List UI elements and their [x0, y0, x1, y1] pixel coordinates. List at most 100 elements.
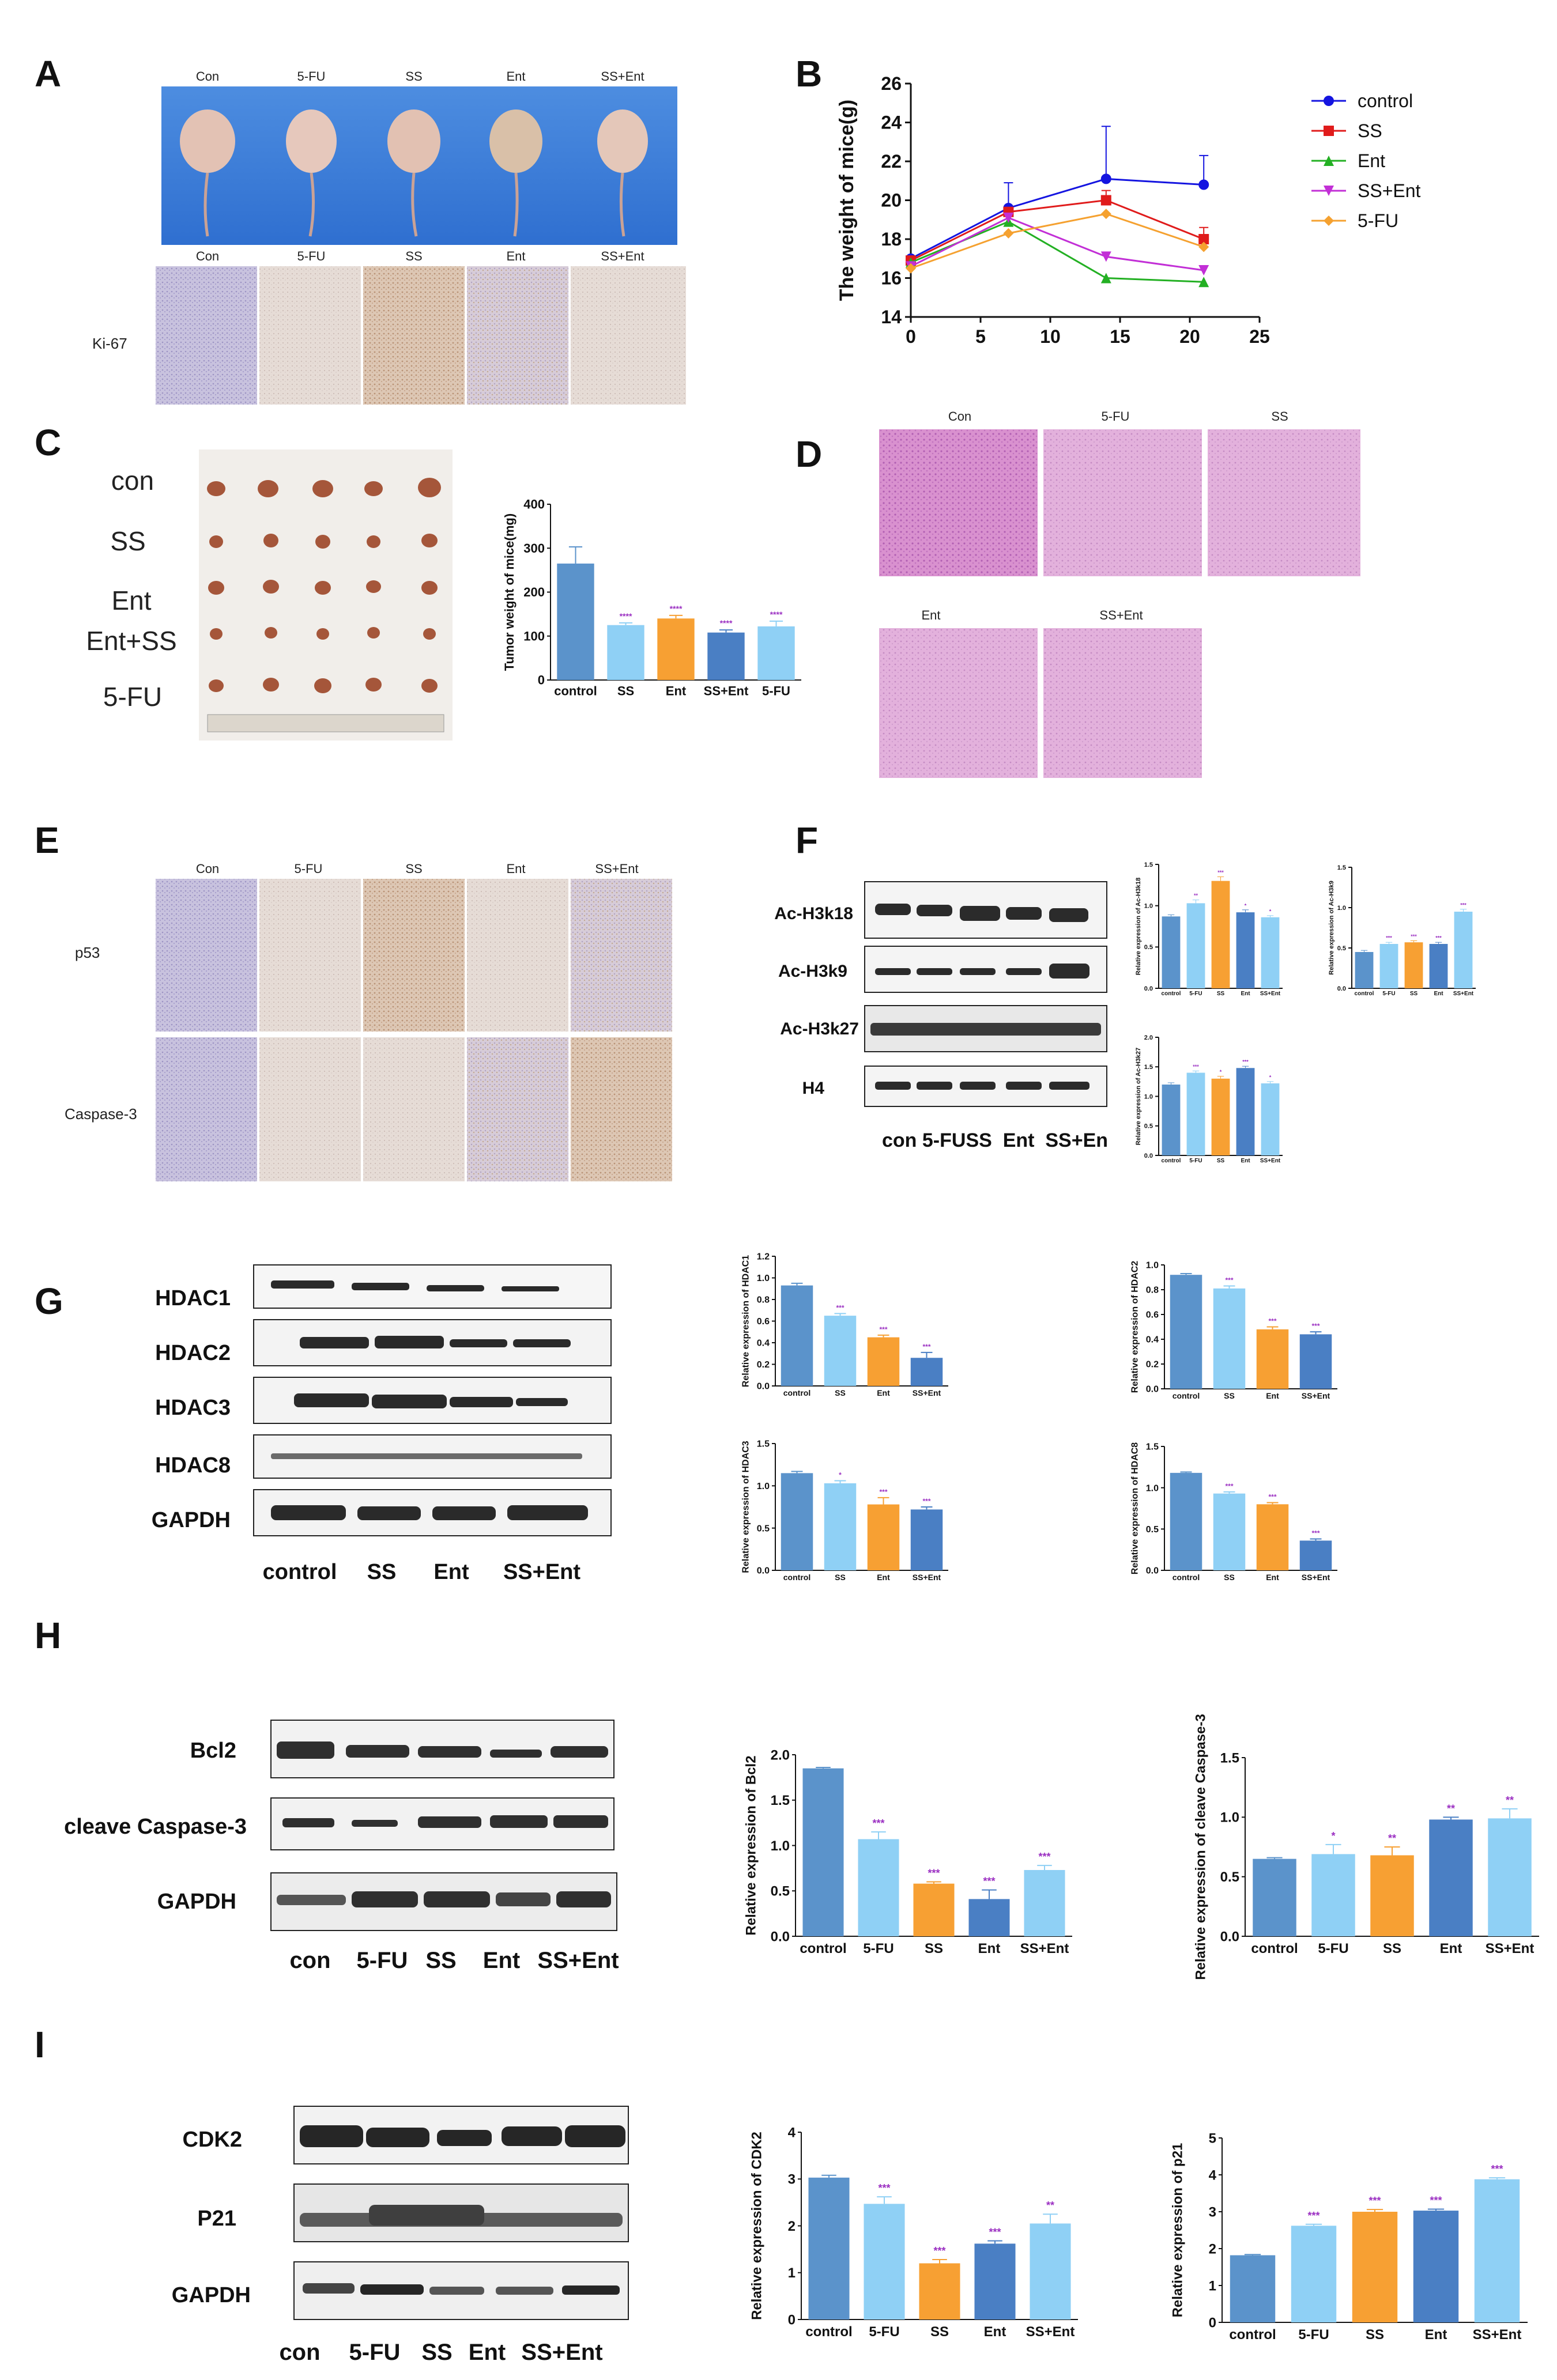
x-label-control: control — [805, 2324, 852, 2340]
y-tick-label-1: 1 — [788, 2265, 796, 2281]
point-SS+Ent-3 — [1198, 265, 1209, 275]
bar-Ent — [657, 618, 695, 680]
g-blot-label-2: HDAC2 — [155, 1341, 231, 1365]
ruler — [207, 714, 444, 732]
x-label-SS: SS — [1383, 1941, 1401, 1956]
e-col-label-3: SS — [405, 862, 422, 876]
tumor-row-label-2: SS — [110, 526, 145, 556]
y-tick-label-4: 22 — [881, 151, 902, 172]
chart-h-bcl2: 0.0 0.5 1.0 1.5 2.0 control *** 5-FU *** SS *** Ent… — [743, 1747, 1072, 1956]
he-image-ssent — [1043, 628, 1202, 778]
x-label-Ent: Ent — [666, 683, 687, 698]
ihc-label-3: SS — [405, 249, 422, 263]
x-label-control: control — [1251, 1941, 1298, 1956]
sig-mark-4: * — [1269, 1074, 1272, 1080]
e-col-label-4: Ent — [506, 862, 525, 876]
he-label-1: Con — [948, 409, 971, 424]
series-line-SS+Ent — [910, 217, 1204, 271]
x-label-SS: SS — [930, 2324, 949, 2340]
sig-mark-3: *** — [922, 1497, 930, 1505]
x-tick-label-4: 20 — [1179, 326, 1200, 347]
x-label-SS+Ent: SS+Ent — [1302, 1391, 1330, 1400]
casp3-ent — [467, 1037, 568, 1181]
y-tick-label-3: 3 — [788, 2172, 796, 2188]
y-tick-label-2: 2 — [1209, 2241, 1216, 2257]
sig-mark-2: ** — [1388, 1833, 1396, 1844]
bar-Ent — [974, 2243, 1016, 2319]
x-label-SS+Ent: SS+Ent — [1260, 991, 1281, 997]
panel-g-blots: HDAC1 HDAC2 HDAC3 HDAC8 GAPDH control SS… — [152, 1264, 612, 1584]
point-5-FU-3 — [1198, 241, 1209, 252]
bar-5-FU — [1186, 903, 1205, 988]
y-tick-label-6: 1.2 — [757, 1252, 770, 1262]
bar-SS+Ent — [1474, 2179, 1520, 2322]
h-lane-label-2: 5-FU — [357, 1948, 408, 1973]
he-label-3: SS — [1271, 409, 1288, 424]
sig-mark-3: *** — [1430, 2195, 1442, 2207]
e-col-label-5: SS+Ent — [595, 862, 638, 876]
y-tick-label-3: 300 — [523, 541, 545, 556]
x-label-SS: SS — [617, 683, 634, 698]
x-label-SS+Ent: SS+Ent — [1260, 1158, 1281, 1164]
bar-control — [1230, 2255, 1276, 2322]
f-blot-label-3: Ac-H3k27 — [780, 1019, 859, 1038]
y-tick-label-5: 5 — [1209, 2130, 1216, 2146]
x-label-SS+Ent: SS+Ent — [913, 1388, 941, 1397]
x-label-5-FU: 5-FU — [1189, 1158, 1202, 1164]
sig-mark-3: *** — [1311, 1529, 1320, 1537]
panel-letter-c: C — [35, 422, 61, 463]
y-tick-label-3: 1.5 — [1144, 1064, 1153, 1071]
y-tick-label-0: 0.0 — [771, 1929, 790, 1944]
bar-SS — [824, 1316, 857, 1386]
x-label-SS: SS — [835, 1573, 846, 1582]
bar-control — [1170, 1472, 1202, 1570]
sig-mark-1: *** — [1225, 1482, 1233, 1490]
bar-SS — [607, 625, 644, 680]
ki67-ihc-strip — [156, 266, 686, 405]
sig-mark-1: * — [839, 1471, 842, 1479]
chart-f-ach3k27: 0.0 0.5 1.0 1.5 2.0 control *** 5-FU * SS *** Ent * S… — [1135, 1034, 1283, 1164]
casp3-ss — [363, 1037, 465, 1181]
point-5-FU-1 — [1003, 228, 1014, 239]
y-tick-label-2: 200 — [523, 585, 545, 599]
bar-5-FU — [1291, 2226, 1337, 2322]
y-axis-label: Relative expression of HDAC8 — [1130, 1442, 1140, 1575]
y-tick-label-2: 2 — [788, 2219, 796, 2234]
point-control-3 — [1198, 179, 1209, 190]
y-axis-label: Relative expression of HDAC1 — [741, 1255, 751, 1388]
bar-SS+Ent — [707, 632, 745, 680]
y-axis-label: Relative expression of p21 — [1170, 2143, 1185, 2318]
y-axis-label: The weight of mice(g) — [836, 100, 858, 301]
sig-mark-1: ** — [1194, 893, 1198, 898]
x-label-5-FU: 5-FU — [863, 1941, 894, 1956]
x-label-5-FU: 5-FU — [762, 683, 790, 698]
bar-5-FU — [1186, 1072, 1205, 1155]
mouse-label-4: Ent — [506, 69, 525, 84]
x-label-control: control — [1162, 991, 1181, 997]
x-label-SS+Ent: SS+Ent — [1486, 1941, 1535, 1956]
h-blot-label-3: GAPDH — [157, 1890, 236, 1914]
y-tick-label-1: 0.5 — [1220, 1869, 1239, 1885]
sig-mark-2: *** — [1411, 934, 1417, 939]
y-tick-label-1: 0.5 — [1337, 945, 1346, 952]
y-axis-label: Tumor weight of mice(mg) — [502, 513, 517, 671]
y-tick-label-2: 1.0 — [757, 1482, 770, 1491]
y-tick-label-0: 0 — [788, 2312, 796, 2328]
x-label-control: control — [1162, 1158, 1181, 1164]
chart-g-hdac3: 0.0 0.5 1.0 1.5 control * SS *** Ent *** SS+Ent Rel… — [741, 1440, 948, 1582]
x-label-Ent: Ent — [1440, 1941, 1462, 1956]
y-tick-label-0: 0.0 — [1146, 1566, 1159, 1576]
x-label-SS: SS — [1366, 2327, 1384, 2343]
caspase3-label: Caspase-3 — [65, 1105, 137, 1123]
panel-f-blots: Ac-H3k18 Ac-H3k9 Ac-H3k27 H4 con 5-FUSS … — [774, 881, 1108, 1151]
sig-mark-1: * — [1331, 1830, 1335, 1842]
bar-SS — [824, 1483, 857, 1570]
y-tick-label-2: 1.0 — [1337, 905, 1346, 912]
x-tick-label-1: 5 — [975, 326, 986, 347]
x-label-5-FU: 5-FU — [869, 2324, 899, 2340]
bar-Ent — [968, 1899, 1010, 1936]
tumor-photo-rows — [207, 478, 441, 693]
bar-control — [1253, 1858, 1296, 1936]
bar-SS — [913, 1883, 955, 1936]
mouse-label-3: SS — [405, 69, 422, 84]
